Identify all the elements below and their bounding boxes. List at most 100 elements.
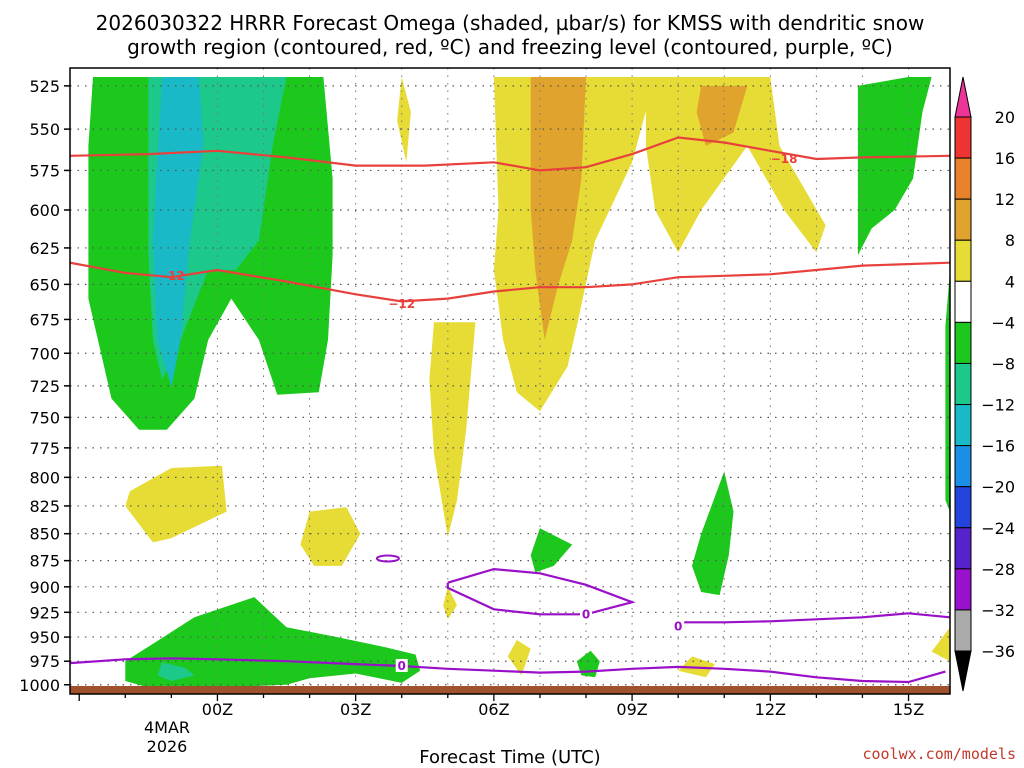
x-date-year: 2026 (147, 737, 188, 756)
omega-region-yellow (507, 640, 531, 676)
contour-label-bg (580, 607, 593, 621)
x-tick-label: 09Z (616, 700, 647, 719)
chart-title-line1: 2026030322 HRRR Forecast Omega (shaded, … (96, 11, 925, 35)
omega-region-yellow (397, 77, 411, 163)
colorbar-band (954, 609, 972, 652)
colorbar-label: −32 (981, 601, 1015, 620)
colorbar-label: −28 (981, 560, 1015, 579)
colorbar-band (954, 362, 972, 406)
omega-region-yellow (443, 586, 457, 620)
omega-region-yellow (300, 507, 361, 566)
plot-frame (69, 67, 951, 695)
dgz-contour-line (70, 261, 950, 303)
colorbar-band (954, 116, 972, 159)
colorbar-band (954, 157, 972, 200)
y-tick-label: 575 (29, 161, 60, 180)
y-tick-label: 675 (29, 310, 60, 329)
y-tick-label: 1000 (19, 676, 60, 695)
x-tick-label: 15Z (893, 700, 924, 719)
colorbar-label: −24 (981, 519, 1015, 538)
colorbar-band (954, 280, 972, 323)
x-axis: 00Z 03Z 06Z 09Z 12Z 15Z (78, 694, 924, 719)
y-tick-label: 950 (29, 628, 60, 647)
omega-region-green (530, 528, 573, 573)
colorbar-label: 4 (1005, 272, 1015, 291)
y-tick-label: 600 (29, 201, 60, 220)
y-tick-label: 775 (29, 439, 60, 458)
omega-region-green (945, 270, 950, 512)
colorbar-band (954, 486, 972, 529)
colorbar-label: 8 (1005, 231, 1015, 250)
colorbar-top-arrow (954, 76, 972, 118)
omega-region-cyan (152, 77, 204, 388)
omega-region-orange (530, 77, 586, 340)
contour-label-bg (672, 619, 685, 633)
y-tick-label: 850 (29, 525, 60, 544)
y-tick-label: 750 (29, 408, 60, 427)
colorbar-band (954, 239, 972, 282)
freezing-contour-label: 0 (398, 659, 406, 673)
colorbar-band (954, 568, 972, 611)
colorbar-bottom-arrow (954, 650, 972, 692)
y-axis: 525 550 575 600 625 650 675 700 725 750 775 800 825 8… (19, 77, 70, 695)
contour-label-bg (395, 658, 408, 672)
dgz-contour-line (70, 136, 950, 172)
colorbar-label: 12 (995, 190, 1015, 209)
colorbar-band (954, 404, 972, 447)
credit-text: coolwx.com/models (862, 745, 1016, 763)
dgz-contour-label: −18 (771, 152, 798, 166)
y-tick-label: 525 (29, 77, 60, 96)
omega-region-green (692, 471, 734, 596)
y-tick-label: 900 (29, 578, 60, 597)
y-tick-label: 800 (29, 468, 60, 487)
omega-region-yellow (429, 322, 476, 537)
colorbar: 20 16 12 8 4 −4 −8 −12 −16 −20 −24 −28 −32 −36 (954, 76, 1015, 692)
y-tick-label: 650 (29, 275, 60, 294)
freezing-contour-line (678, 612, 950, 624)
colorbar-label: −20 (981, 478, 1015, 497)
colorbar-label: −4 (991, 313, 1015, 332)
colorbar-band (954, 527, 972, 570)
colorbar-band (954, 321, 972, 364)
y-tick-label: 825 (29, 497, 60, 516)
y-tick-label: 625 (29, 239, 60, 258)
y-tick-label: 925 (29, 603, 60, 622)
dgz-contours: −18 −12 −12 (70, 136, 950, 311)
ground-strip (70, 686, 950, 694)
freezing-contour-label: 0 (582, 607, 590, 621)
omega-region-teal (157, 662, 195, 681)
omega-region-yellow (645, 77, 826, 253)
y-tick-label: 550 (29, 120, 60, 139)
omega-region-green (857, 77, 932, 256)
omega-region-green (125, 597, 421, 688)
y-tick-label: 700 (29, 344, 60, 363)
freezing-contour-line (70, 657, 946, 684)
x-tick-label: 03Z (340, 700, 371, 719)
colorbar-label: −12 (981, 396, 1015, 415)
colorbar-label: −16 (981, 437, 1015, 456)
colorbar-band (954, 198, 972, 241)
dgz-contour-label: −12 (158, 269, 185, 283)
x-axis-label: Forecast Time (UTC) (419, 747, 600, 768)
colorbar-label: 16 (995, 149, 1015, 168)
x-tick-label: 06Z (478, 700, 509, 719)
chart-title-line2: growth region (contoured, red, ºC) and f… (127, 35, 893, 59)
colorbar-label: −8 (991, 354, 1015, 373)
freezing-contour-line (375, 554, 400, 563)
y-tick-label: 875 (29, 552, 60, 571)
omega-region-orange (696, 85, 748, 146)
x-tick-label: 00Z (202, 700, 233, 719)
x-date-day: 4MAR (144, 718, 190, 737)
dgz-contour-label: −12 (388, 297, 415, 311)
omega-region-yellow (931, 627, 950, 662)
colorbar-label: 20 (995, 108, 1015, 127)
omega-region-yellow (125, 465, 227, 543)
freezing-contour-line (446, 567, 636, 616)
colorbar-label: −36 (981, 642, 1015, 661)
x-tick-label: 12Z (755, 700, 786, 719)
y-tick-label: 725 (29, 377, 60, 396)
y-tick-label: 975 (29, 652, 60, 671)
colorbar-band (954, 445, 972, 488)
freezing-contour-label: 0 (674, 619, 682, 633)
